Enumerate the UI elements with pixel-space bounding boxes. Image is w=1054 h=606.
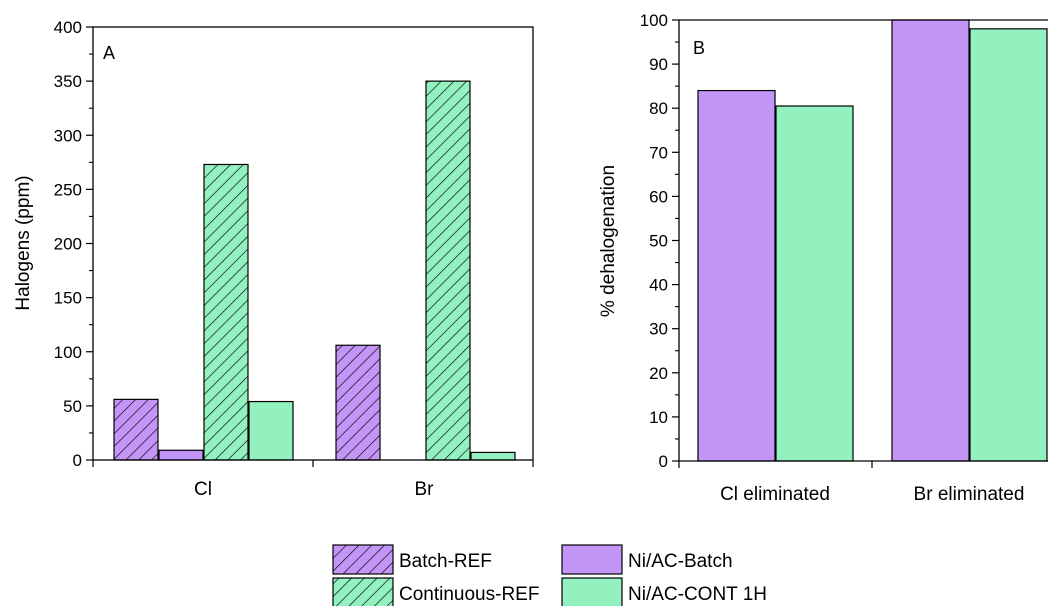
y-tick-label: 20	[649, 364, 668, 383]
bar-continuous-ref-cl	[203, 163, 249, 461]
bar-ni-ac-batch-cl	[158, 449, 204, 461]
y-tick-label: 50	[63, 397, 82, 416]
y-tick-label: 300	[54, 126, 82, 145]
y-tick-label: 60	[649, 187, 668, 206]
y-tick-label: 200	[54, 235, 82, 254]
y-tick-label: 30	[649, 320, 668, 339]
legend: Batch-REF Ni/AC-Batch Continuous-REF Ni/AC-…	[332, 544, 767, 606]
bar-ni-ac-batch-br	[891, 19, 970, 462]
x-tick-label: Br eliminated	[914, 484, 1025, 505]
y-tick-label: 0	[73, 451, 82, 470]
legend-swatch	[332, 544, 394, 575]
x-tick-label: Cl	[194, 479, 212, 500]
legend-label: Continuous-REF	[399, 584, 539, 605]
legend-label: Ni/AC-Batch	[628, 551, 733, 572]
y-tick-label: 40	[649, 276, 668, 295]
y-tick-label: 250	[54, 180, 82, 199]
y-tick-label: 400	[54, 18, 82, 37]
panel-b-chart: 0 10 20 30 40 50 60 70 80 90 100 Cl eliminated Br el…	[598, 11, 1048, 505]
bar-ni-ac-cont-1h-br	[470, 451, 516, 461]
y-axis-title: Halogens (ppm)	[13, 175, 34, 310]
bar-continuous-ref-br	[425, 80, 471, 461]
y-axis-title: % dehalogenation	[598, 165, 619, 317]
bar-batch-ref-br	[335, 344, 381, 461]
bar-ni-ac-cont-1h-cl	[775, 105, 854, 462]
panel-label: B	[693, 38, 705, 58]
y-tick-label: 10	[649, 408, 668, 427]
x-tick-label: Br	[415, 479, 435, 500]
y-tick-label: 150	[54, 289, 82, 308]
panel-a-chart: 0 50 100 150 200 250 300 350 400 Cl Br Halogens (pp…	[13, 18, 534, 500]
y-tick-label: 100	[54, 343, 82, 362]
y-tick-label: 80	[649, 99, 668, 118]
legend-label: Ni/AC-CONT 1H	[628, 584, 767, 605]
legend-swatch	[561, 577, 623, 606]
bar-ni-ac-cont-1h-br	[969, 28, 1048, 462]
legend-swatch	[332, 577, 394, 606]
legend-swatch	[561, 544, 623, 575]
legend-label: Batch-REF	[399, 551, 492, 572]
y-tick-label: 90	[649, 55, 668, 74]
y-tick-label: 70	[649, 143, 668, 162]
bar-ni-ac-cont-1h-cl	[248, 400, 294, 461]
y-tick-label: 100	[640, 11, 668, 30]
bar-ni-ac-batch-cl	[697, 89, 776, 462]
y-tick-label: 0	[659, 452, 668, 471]
y-tick-label: 350	[54, 72, 82, 91]
x-tick-label: Cl eliminated	[720, 484, 830, 505]
bar-batch-ref-cl	[113, 398, 159, 461]
panel-label: A	[103, 43, 115, 63]
y-tick-label: 50	[649, 232, 668, 251]
